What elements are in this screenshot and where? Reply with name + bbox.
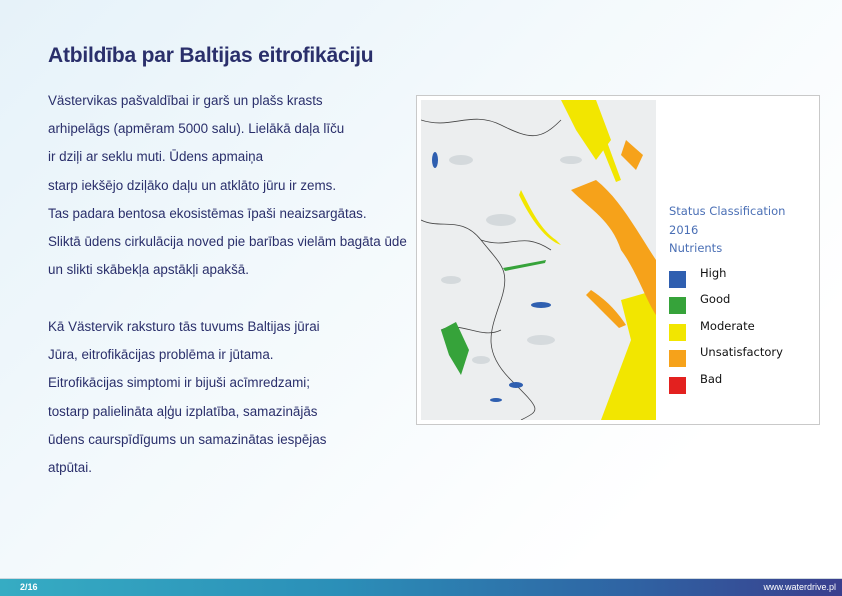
text-line: Jūra, eitrofikācijas problēma ir jūtama. <box>48 347 274 363</box>
legend-item-good: Good <box>669 292 785 319</box>
legend-item-high: High <box>669 266 785 293</box>
text-line: Västervikas pašvaldībai ir garš un plašs… <box>48 93 323 108</box>
paragraph-1: Västervikas pašvaldībai ir garš un plašs… <box>48 87 422 284</box>
legend-title-line: 2016 <box>669 222 699 237</box>
legend-item-moderate: Moderate <box>669 319 785 346</box>
text-line: Sliktā ūdens cirkulācija noved pie barīb… <box>48 234 407 250</box>
text-line: ir dziļi ar seklu muti. Ūdens apmaiņa <box>48 149 264 165</box>
text-line: tostarp palielināta aļģu izplatība, sama… <box>48 403 318 419</box>
swatch-bad <box>669 376 686 394</box>
footer-bar: 2/16 www.waterdrive.pl <box>0 578 842 596</box>
legend-title-line: Nutrients <box>669 241 723 255</box>
swatch-high <box>669 270 686 288</box>
paragraph-2: Kā Västervik raksturo tās tuvums Baltija… <box>48 313 326 482</box>
legend-label: Bad <box>700 371 723 386</box>
map-image <box>421 100 656 420</box>
text-line: atpūtai. <box>48 460 92 476</box>
text-line: Eitrofikācijas simptomi ir bijuši acīmre… <box>48 375 310 391</box>
legend-label: Good <box>700 292 731 306</box>
legend-item-bad: Bad <box>669 372 785 399</box>
text-line: ūdens caurspīdīgums un samazinātas iespē… <box>48 431 327 447</box>
swatch-moderate <box>669 323 686 341</box>
website-link[interactable]: www.waterdrive.pl <box>763 582 836 592</box>
map-legend: Status Classification 2016 Nutrients Hig… <box>669 202 785 398</box>
swatch-unsatisfactory <box>669 350 686 367</box>
slide-title: Atbildība par Baltijas eitrofikāciju <box>48 44 374 67</box>
legend-label: Moderate <box>700 318 755 333</box>
page-number: 2/16 <box>20 582 38 592</box>
legend-title-line: Status Classification <box>669 204 786 218</box>
text-line: un slikti skābekļa apstākļi apakšā. <box>48 262 249 278</box>
legend-label: Unsatisfactory <box>700 345 783 359</box>
text-line: arhipelāgs (apmēram 5000 salu). Lielākā … <box>48 121 345 137</box>
swatch-good <box>669 297 686 314</box>
text-line: starp iekšējo dziļāko daļu un atklāto jū… <box>48 177 337 193</box>
legend-item-unsatisfactory: Unsatisfactory <box>669 345 785 372</box>
text-line: Tas padara bentosa ekosistēmas īpaši nea… <box>48 205 367 221</box>
text-line: Kā Västervik raksturo tās tuvums Baltija… <box>48 319 320 334</box>
legend-label: High <box>700 265 727 280</box>
nutrient-status-map: Status Classification 2016 Nutrients Hig… <box>416 95 820 425</box>
